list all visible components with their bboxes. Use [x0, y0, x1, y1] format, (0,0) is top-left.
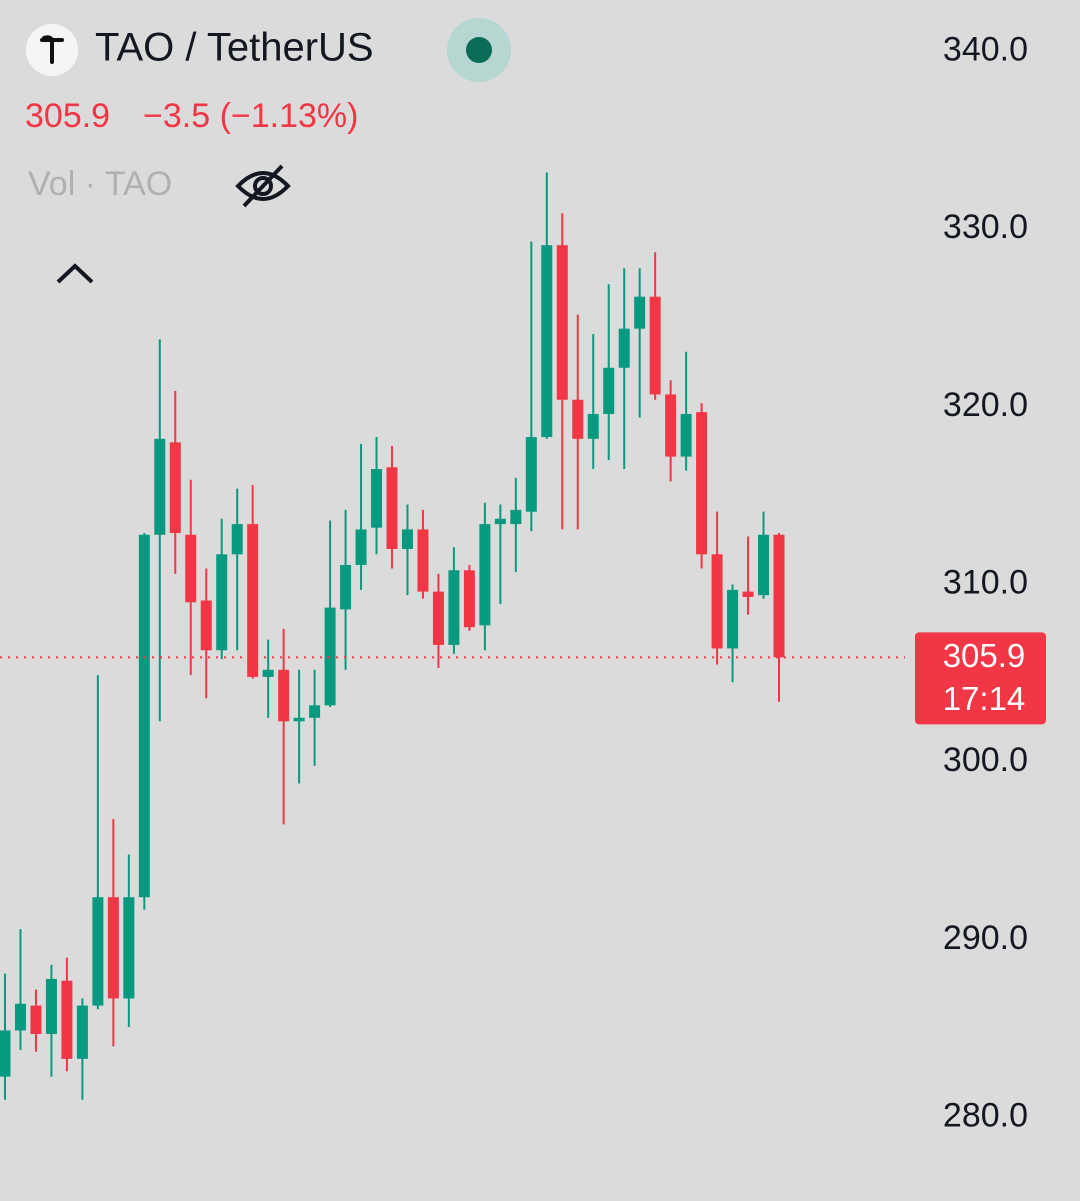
candle-body — [742, 591, 754, 597]
candle-body — [61, 980, 73, 1059]
candle-body — [45, 978, 57, 1034]
y-tick-label: 290.0 — [943, 919, 1028, 957]
candle-body — [649, 296, 661, 395]
candle-body — [123, 897, 135, 999]
candle-body — [665, 394, 677, 457]
candle-body — [138, 534, 150, 898]
candle-body — [556, 245, 568, 400]
candle-body — [773, 534, 785, 658]
candle-body — [278, 669, 290, 722]
candle-body — [107, 897, 119, 999]
candle-body — [169, 442, 181, 533]
y-tick-label: 330.0 — [943, 208, 1028, 246]
candle-body — [618, 328, 630, 368]
candle-body — [541, 245, 553, 438]
plot-area: 280.0 290.0 300.0 310.0 320.0 330.0 340.0 305.9… — [0, 31, 1046, 1134]
candle-body — [448, 570, 460, 645]
candle-body — [154, 438, 166, 535]
candle-body — [417, 529, 429, 592]
candle-body — [231, 524, 243, 555]
candle-body — [386, 467, 398, 549]
candle-body — [340, 564, 352, 610]
collapse-chevron[interactable] — [56, 263, 94, 284]
price-tag-countdown: 17:14 — [943, 680, 1026, 717]
y-tick-label: 300.0 — [943, 741, 1028, 779]
candle-body — [758, 534, 770, 596]
candle-body — [494, 518, 506, 525]
candle-body — [92, 897, 104, 1006]
candle-body — [711, 554, 723, 649]
y-tick-label: 310.0 — [943, 563, 1028, 601]
header-change: −3.5 (−1.13%) — [143, 97, 358, 135]
candle-body — [371, 469, 383, 528]
candle-body — [680, 413, 692, 457]
candle-body — [216, 554, 228, 651]
status-dot — [466, 37, 492, 63]
candle-body — [696, 412, 708, 555]
candle-body — [572, 399, 584, 439]
hide-icon[interactable] — [235, 164, 291, 208]
candle-body — [324, 607, 336, 706]
coin-glyph — [40, 35, 64, 64]
symbol-title: TAO / TetherUS — [95, 26, 374, 70]
candle-body — [603, 367, 615, 414]
candle-body — [355, 529, 367, 565]
candle-body — [0, 1030, 11, 1077]
candle-body — [200, 600, 212, 651]
candle-body — [479, 524, 491, 626]
candle-body — [432, 591, 444, 645]
candle-body — [463, 570, 475, 628]
candle-body — [634, 296, 646, 329]
candle-body — [587, 413, 599, 439]
candle-body — [185, 534, 197, 603]
candle-body — [293, 717, 305, 722]
candle-body — [309, 705, 321, 718]
header-price: 305.9 — [25, 97, 110, 135]
candle-body — [401, 529, 413, 549]
y-tick-label: 280.0 — [943, 1096, 1028, 1134]
volume-label: Vol · TAO — [28, 165, 172, 203]
price-tag-value: 305.9 — [943, 637, 1026, 674]
candle-body — [76, 1005, 88, 1059]
price-tag — [915, 632, 1046, 725]
candle-body — [727, 589, 739, 649]
candle-body — [14, 1003, 26, 1031]
candle-body — [262, 669, 274, 677]
candle-body — [510, 509, 522, 525]
y-tick-label: 320.0 — [943, 386, 1028, 424]
y-tick-label: 340.0 — [943, 31, 1028, 69]
candle-body — [30, 1005, 42, 1034]
candle-body — [247, 524, 259, 677]
candle-body — [525, 437, 537, 512]
